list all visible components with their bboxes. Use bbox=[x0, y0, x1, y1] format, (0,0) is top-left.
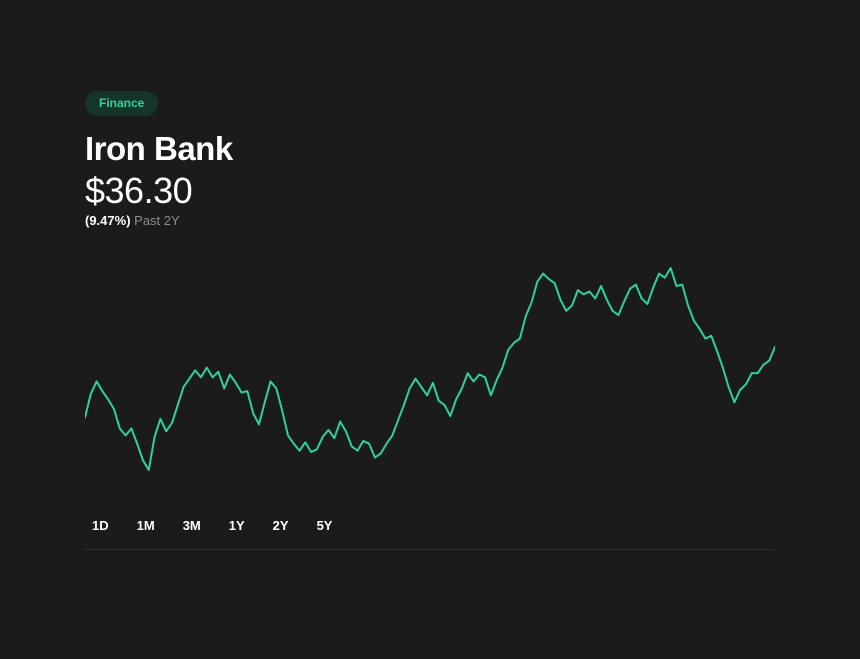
stock-card: Finance Iron Bank $36.30 (9.47%) Past 2Y… bbox=[85, 0, 775, 659]
time-range-selector: 1D 1M 3M 1Y 2Y 5Y bbox=[85, 516, 353, 536]
divider bbox=[85, 549, 775, 550]
range-button-3m[interactable]: 3M bbox=[176, 516, 208, 536]
price-change: (9.47%) Past 2Y bbox=[85, 213, 180, 229]
change-percent: (9.47%) bbox=[85, 213, 131, 228]
range-button-1m[interactable]: 1M bbox=[130, 516, 162, 536]
price-chart-svg bbox=[85, 267, 775, 471]
range-button-1y[interactable]: 1Y bbox=[222, 516, 252, 536]
range-button-1d[interactable]: 1D bbox=[85, 516, 116, 536]
category-badge[interactable]: Finance bbox=[85, 91, 159, 116]
price-chart[interactable] bbox=[85, 262, 775, 476]
stock-name: Iron Bank bbox=[85, 130, 233, 167]
stock-price: $36.30 bbox=[85, 170, 193, 211]
price-line bbox=[85, 267, 775, 471]
range-button-5y[interactable]: 5Y bbox=[310, 516, 340, 536]
range-button-2y[interactable]: 2Y bbox=[266, 516, 296, 536]
change-period: Past 2Y bbox=[134, 213, 180, 228]
